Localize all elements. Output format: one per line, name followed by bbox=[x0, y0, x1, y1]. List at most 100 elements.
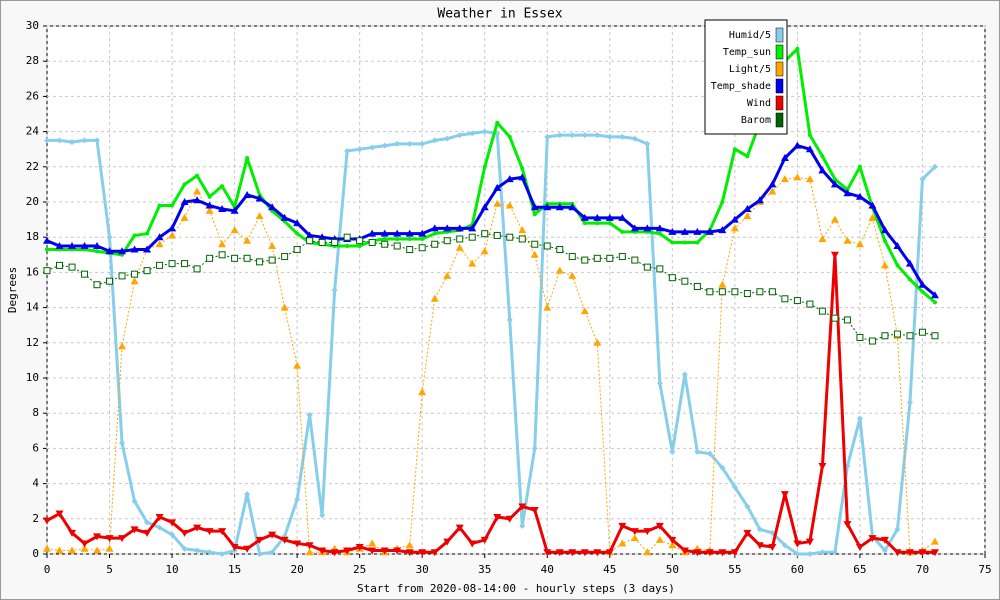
marker bbox=[818, 307, 826, 315]
legend-swatch bbox=[775, 61, 784, 77]
marker bbox=[407, 236, 412, 241]
marker bbox=[118, 272, 126, 280]
marker bbox=[293, 361, 302, 369]
marker bbox=[170, 203, 175, 208]
marker bbox=[532, 212, 537, 217]
marker bbox=[168, 224, 177, 232]
marker bbox=[305, 548, 314, 556]
marker bbox=[580, 213, 589, 221]
marker bbox=[507, 134, 512, 139]
legend-label: Light/5 bbox=[729, 64, 771, 75]
marker bbox=[231, 254, 239, 262]
marker bbox=[555, 549, 564, 557]
marker bbox=[244, 491, 251, 498]
y-tick-label: 26 bbox=[26, 89, 39, 102]
x-tick-label: 60 bbox=[791, 563, 804, 576]
marker bbox=[295, 231, 300, 236]
marker bbox=[720, 200, 725, 204]
marker bbox=[569, 132, 576, 139]
marker bbox=[755, 542, 764, 550]
marker bbox=[206, 254, 214, 262]
legend-label: Humid/5 bbox=[729, 30, 771, 41]
marker bbox=[518, 235, 526, 243]
marker bbox=[544, 133, 551, 140]
marker bbox=[131, 498, 138, 505]
marker bbox=[230, 543, 239, 551]
marker bbox=[243, 254, 251, 262]
y-tick-label: 28 bbox=[26, 54, 39, 67]
marker bbox=[682, 240, 687, 245]
y-tick-label: 20 bbox=[26, 195, 39, 208]
x-tick-label: 40 bbox=[541, 563, 554, 576]
marker bbox=[406, 246, 414, 254]
marker bbox=[93, 242, 102, 249]
x-tick-label: 25 bbox=[353, 563, 366, 576]
marker bbox=[105, 535, 114, 543]
marker bbox=[181, 545, 188, 552]
marker bbox=[381, 142, 388, 149]
marker bbox=[580, 307, 589, 315]
marker bbox=[555, 203, 564, 211]
marker bbox=[880, 261, 889, 269]
marker bbox=[568, 549, 577, 557]
marker bbox=[344, 147, 351, 154]
marker bbox=[820, 154, 825, 159]
marker bbox=[618, 253, 626, 261]
marker bbox=[118, 342, 127, 350]
marker bbox=[744, 503, 751, 510]
marker bbox=[145, 231, 150, 236]
marker bbox=[255, 212, 264, 220]
chart-title: Weather in Essex bbox=[437, 7, 562, 22]
marker bbox=[331, 287, 338, 293]
marker bbox=[556, 246, 564, 254]
marker bbox=[830, 251, 839, 259]
marker bbox=[245, 156, 250, 160]
plot-area bbox=[46, 25, 986, 555]
marker bbox=[695, 240, 700, 245]
marker bbox=[343, 233, 351, 241]
marker bbox=[331, 238, 339, 246]
marker bbox=[130, 277, 139, 285]
marker bbox=[768, 180, 777, 188]
marker bbox=[894, 526, 901, 533]
marker bbox=[355, 543, 364, 551]
marker bbox=[193, 524, 202, 532]
marker bbox=[745, 154, 750, 159]
marker bbox=[768, 187, 777, 195]
marker bbox=[468, 540, 477, 548]
marker bbox=[56, 261, 64, 269]
x-axis-label: Start from 2020-08-14:00 - hourly steps … bbox=[357, 582, 675, 595]
marker bbox=[431, 137, 438, 144]
marker bbox=[80, 540, 89, 548]
y-tick-label: 16 bbox=[26, 265, 39, 278]
marker bbox=[318, 547, 327, 555]
marker bbox=[55, 546, 64, 554]
marker bbox=[643, 548, 652, 556]
marker bbox=[256, 551, 263, 557]
marker bbox=[730, 215, 739, 223]
y-tick-label: 0 bbox=[32, 547, 39, 560]
marker bbox=[506, 316, 513, 323]
marker bbox=[318, 233, 327, 241]
legend-box bbox=[704, 19, 788, 135]
marker bbox=[68, 529, 77, 537]
x-tick-label: 45 bbox=[603, 563, 616, 576]
marker bbox=[420, 236, 425, 241]
marker bbox=[243, 190, 252, 198]
marker bbox=[431, 240, 439, 248]
marker bbox=[843, 189, 852, 197]
marker bbox=[655, 535, 664, 543]
marker bbox=[43, 544, 51, 552]
marker bbox=[868, 201, 877, 209]
marker bbox=[218, 240, 227, 248]
marker bbox=[743, 290, 751, 298]
marker bbox=[156, 261, 164, 269]
x-tick-label: 15 bbox=[228, 563, 241, 576]
marker bbox=[793, 173, 802, 181]
marker bbox=[506, 233, 514, 241]
marker bbox=[893, 242, 902, 249]
marker bbox=[743, 529, 752, 537]
marker bbox=[743, 212, 752, 220]
marker bbox=[618, 522, 627, 530]
